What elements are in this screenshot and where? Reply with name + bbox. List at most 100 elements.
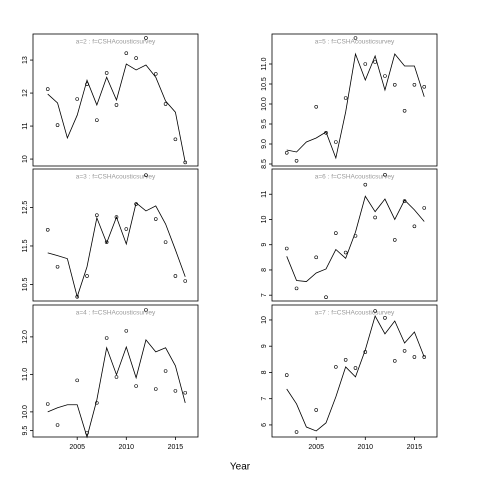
observed-point [324, 131, 328, 135]
observed-point [163, 102, 168, 106]
y-tick-label: 11 [22, 122, 29, 129]
panel-frame [32, 33, 199, 167]
observed-point [383, 316, 387, 320]
observed-point [45, 228, 50, 232]
panel-frame [271, 33, 438, 167]
panel-title: a=6 : f=CSHAcousticsurvey [315, 174, 395, 181]
y-tick-label: 8.5 [261, 159, 268, 169]
panel-frame [271, 168, 438, 302]
observed-point [163, 240, 168, 244]
observed-point [134, 56, 138, 60]
observed-point [383, 74, 387, 78]
observed-point [373, 215, 377, 220]
observed-point [75, 97, 79, 101]
observed-point [343, 250, 348, 255]
observed-point [334, 140, 338, 144]
observed-point [85, 274, 89, 278]
observed-point [183, 390, 188, 395]
observed-point [353, 366, 358, 370]
y-tick-label: 10.0 [261, 97, 268, 111]
observed-point [353, 36, 358, 40]
panel: a=7 : f=CSHAcousticsurvey 6 7 8 9 10 2005 2010 2… [261, 304, 438, 451]
observed-point [153, 387, 158, 391]
observed-point [75, 378, 79, 383]
y-tick-label: 12.5 [22, 201, 29, 215]
fit-line [47, 339, 186, 439]
y-tick-label: 11.0 [261, 57, 268, 70]
observed-point [422, 206, 427, 210]
observed-point [45, 87, 50, 91]
fit-line [286, 52, 425, 160]
observed-point [75, 294, 79, 299]
y-tick-label: 8 [261, 268, 268, 272]
y-tick-label: 10 [261, 316, 268, 324]
panel: a=4 : f=CSHAcousticsurvey 9.5 10.0 11.0 12.0… [22, 304, 199, 451]
observed-point [363, 182, 368, 187]
observed-point [412, 83, 417, 87]
observed-point [95, 213, 99, 217]
observed-point [55, 423, 60, 427]
panel-title: a=3 : f=CSHAcousticsurvey [76, 174, 156, 181]
observed-point [294, 159, 299, 163]
panel-frame [32, 304, 199, 438]
observed-point [144, 173, 148, 177]
y-tick-label: 7 [261, 293, 268, 297]
observed-point [294, 286, 299, 291]
observed-point [124, 329, 129, 333]
observed-point [114, 215, 119, 219]
observed-point [402, 349, 407, 353]
observed-point [284, 373, 289, 377]
fit-line [286, 195, 425, 282]
observed-point [153, 217, 158, 221]
observed-point [134, 384, 138, 388]
y-tick-label: 12 [22, 89, 29, 97]
observed-point [412, 224, 417, 229]
panel-title: a=2 : f=CSHAcousticsurvey [76, 39, 156, 46]
observed-point [412, 355, 417, 359]
observed-point [45, 402, 50, 406]
x-tick-label: 2015 [407, 444, 423, 451]
y-tick-label: 11.5 [22, 239, 29, 252]
panel-title: a=5 : f=CSHAcousticsurvey [315, 39, 395, 46]
observed-point [373, 60, 377, 64]
panel-title: a=4 : f=CSHAcousticsurvey [76, 310, 156, 317]
observed-point [334, 365, 338, 369]
observed-point [363, 350, 368, 354]
observed-point [392, 238, 397, 242]
y-tick-label: 6 [261, 423, 268, 427]
observed-point [114, 375, 119, 379]
observed-point [114, 103, 119, 107]
y-tick-label: 10.5 [261, 77, 268, 91]
observed-point [402, 109, 407, 113]
panel: a=5 : f=CSHAcousticsurvey 8.5 9.0 9.5 10.0 10… [261, 33, 438, 169]
y-tick-label: 11.0 [22, 368, 29, 381]
observed-point [183, 160, 188, 165]
observed-point [343, 358, 348, 362]
y-tick-label: 9.0 [261, 139, 268, 149]
x-tick-label: 2010 [119, 444, 135, 451]
panel: a=6 : f=CSHAcousticsurvey 7 8 9 10 11 [261, 168, 438, 302]
panel-frame [271, 304, 438, 438]
observed-point [144, 36, 148, 40]
x-axis-label: Year [230, 462, 251, 473]
observed-point [85, 82, 89, 86]
observed-point [343, 96, 348, 100]
observed-point [85, 431, 89, 435]
x-tick-label: 2005 [69, 444, 85, 451]
observed-point [353, 234, 358, 238]
observed-point [392, 83, 397, 87]
observed-point [55, 123, 60, 127]
observed-point [95, 118, 99, 122]
observed-point [334, 231, 338, 235]
observed-point [124, 51, 129, 55]
observed-point [422, 85, 427, 89]
observed-point [383, 173, 387, 177]
y-tick-label: 7 [261, 397, 268, 401]
observed-point [284, 151, 289, 155]
observed-point [422, 355, 427, 359]
observed-point [183, 279, 188, 283]
observed-point [363, 62, 368, 66]
observed-point [104, 336, 109, 340]
observed-point [153, 72, 158, 76]
y-tick-label: 9.5 [22, 426, 29, 436]
